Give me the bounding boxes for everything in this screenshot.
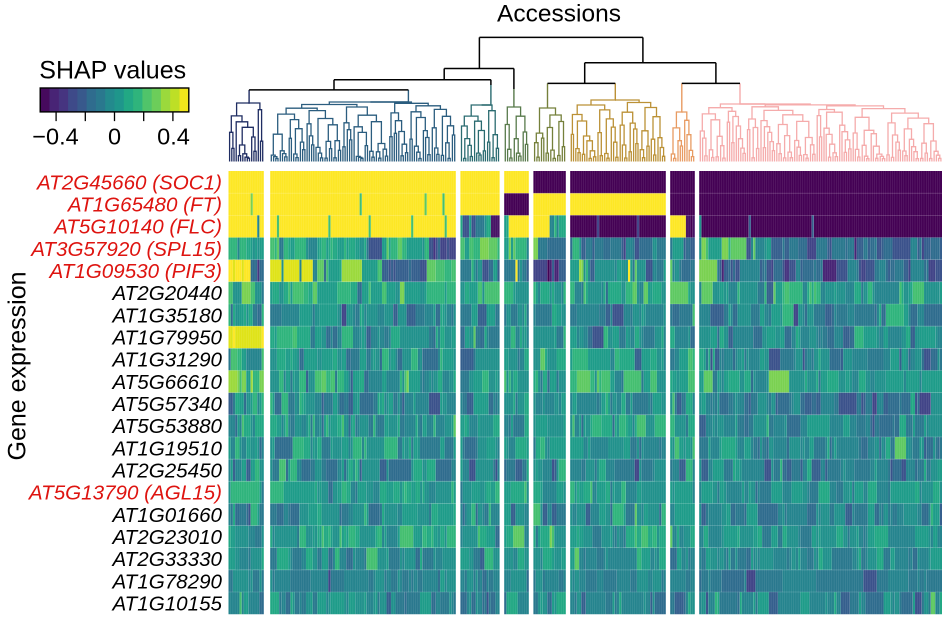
svg-text:AT2G20440: AT2G20440	[110, 282, 222, 305]
svg-text:AT2G23010: AT2G23010	[110, 526, 222, 549]
svg-text:AT1G79950: AT1G79950	[110, 327, 222, 350]
svg-text:SHAP values: SHAP values	[39, 56, 186, 84]
svg-text:AT5G10140 (FLC): AT5G10140 (FLC)	[52, 216, 222, 239]
svg-text:AT2G25450: AT2G25450	[110, 460, 222, 483]
svg-text:AT2G33330: AT2G33330	[110, 548, 222, 571]
svg-text:−0.4: −0.4	[32, 124, 78, 150]
svg-text:AT5G13790 (AGL15): AT5G13790 (AGL15)	[27, 482, 222, 505]
svg-text:0: 0	[108, 124, 121, 150]
svg-text:AT1G10155: AT1G10155	[110, 592, 222, 615]
svg-text:AT1G09530 (PIF3): AT1G09530 (PIF3)	[48, 260, 222, 283]
svg-text:AT1G19510: AT1G19510	[110, 437, 222, 460]
svg-text:Gene expression: Gene expression	[4, 271, 32, 460]
svg-text:AT3G57920 (SPL15): AT3G57920 (SPL15)	[29, 238, 222, 261]
svg-text:AT1G65480 (FT): AT1G65480 (FT)	[66, 194, 222, 217]
svg-text:AT5G66610: AT5G66610	[110, 371, 222, 394]
svg-text:AT1G01660: AT1G01660	[110, 504, 222, 527]
svg-text:AT1G78290: AT1G78290	[110, 570, 222, 593]
svg-text:0.4: 0.4	[157, 124, 190, 150]
svg-text:AT5G53880: AT5G53880	[110, 415, 222, 438]
svg-text:AT5G57340: AT5G57340	[110, 393, 222, 416]
svg-text:AT1G31290: AT1G31290	[110, 349, 222, 372]
svg-text:Accessions: Accessions	[497, 0, 621, 27]
svg-text:AT2G45660 (SOC1): AT2G45660 (SOC1)	[35, 171, 222, 194]
svg-text:AT1G35180: AT1G35180	[110, 304, 222, 327]
